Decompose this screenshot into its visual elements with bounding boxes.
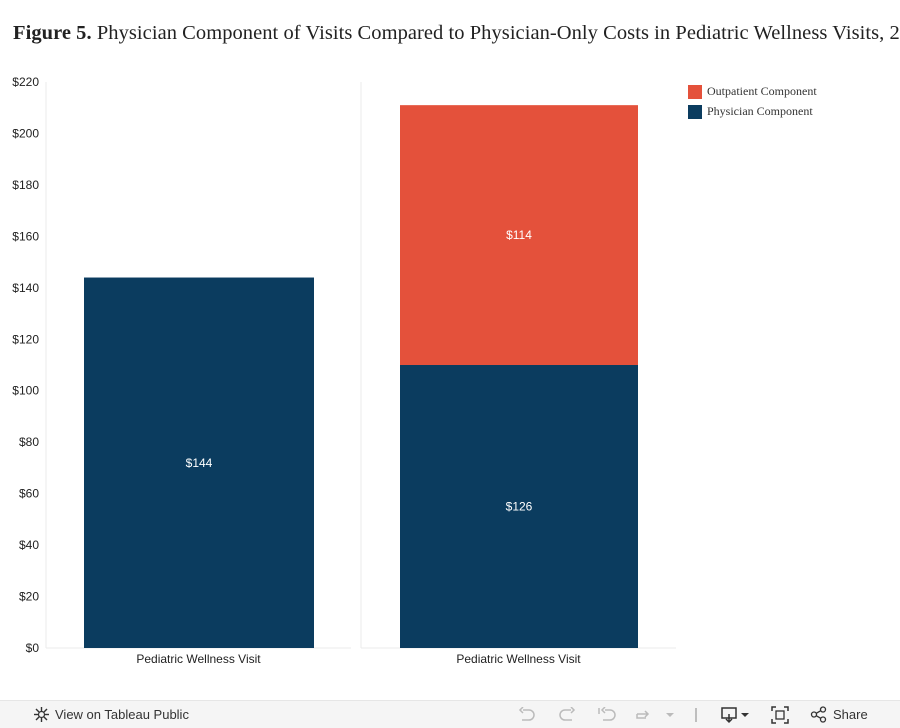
redo-icon <box>559 706 576 721</box>
y-tick-label: $220 <box>12 75 39 89</box>
data-label: $144 <box>186 456 213 470</box>
share-icon <box>810 706 827 723</box>
y-tick-label: $0 <box>26 641 40 655</box>
y-tick-label: $100 <box>12 384 39 398</box>
tableau-logo-icon <box>34 707 49 722</box>
y-tick-label: $40 <box>19 538 39 552</box>
undo-button[interactable] <box>518 701 536 728</box>
redo-button[interactable] <box>558 701 576 728</box>
revert-button[interactable] <box>597 701 617 728</box>
legend-item-physician[interactable]: Physician Component <box>688 104 813 119</box>
y-tick-label: $120 <box>12 332 39 346</box>
view-on-tableau-label: View on Tableau Public <box>55 707 189 722</box>
chart-title: Figure 5. Physician Component of Visits … <box>13 22 900 45</box>
bar-physician-1[interactable] <box>84 277 314 648</box>
toolbar-divider <box>695 701 697 728</box>
legend-swatch-outpatient <box>688 84 702 99</box>
refresh-icon <box>636 709 674 719</box>
bar-physician-2[interactable] <box>400 365 638 648</box>
pause-updates-button[interactable] <box>634 701 676 728</box>
figure-label: Figure 5. <box>13 22 92 44</box>
x-axis-ticks: Pediatric Wellness Visit Pediatric Wellne… <box>136 652 581 666</box>
download-icon <box>721 706 749 723</box>
view-on-tableau-button[interactable]: View on Tableau Public <box>33 701 189 728</box>
tableau-toolbar: View on Tableau Public <box>0 700 900 728</box>
y-tick-label: $200 <box>12 126 39 140</box>
data-label: $114 <box>506 228 532 242</box>
fullscreen-icon <box>771 705 789 724</box>
legend-label-outpatient: Outpatient Component <box>707 84 817 98</box>
bar-outpatient-2[interactable] <box>400 105 638 366</box>
revert-icon <box>598 706 616 721</box>
data-labels: $144 $126 $114 <box>186 228 533 513</box>
legend-swatch-physician <box>688 104 702 119</box>
download-button[interactable] <box>720 701 752 728</box>
data-label: $126 <box>506 500 533 514</box>
share-label: Share <box>833 707 868 722</box>
share-button[interactable]: Share <box>810 701 868 728</box>
legend-label-physician: Physician Component <box>707 104 813 118</box>
y-tick-label: $20 <box>19 590 39 604</box>
fullscreen-button[interactable] <box>771 701 789 728</box>
bars <box>84 105 638 648</box>
title-text: Physician Component of Visits Compared t… <box>96 22 900 44</box>
legend-item-outpatient[interactable]: Outpatient Component <box>688 84 817 99</box>
divider-icon <box>695 707 697 722</box>
y-tick-label: $140 <box>12 281 39 295</box>
y-tick-label: $80 <box>19 435 39 449</box>
stacked-bar-chart: $0 $20 $40 $60 $80 $100 $120 $140 $160 $180 $200 $2… <box>12 75 676 666</box>
y-tick-label: $180 <box>12 178 39 192</box>
y-tick-label: $160 <box>12 229 39 243</box>
y-axis-ticks: $0 $20 $40 $60 $80 $100 $120 $140 $160 $180 $200 $2… <box>12 75 39 655</box>
x-category-label: Pediatric Wellness Visit <box>136 652 261 666</box>
y-tick-label: $60 <box>19 487 39 501</box>
undo-icon <box>518 706 535 721</box>
x-category-label: Pediatric Wellness Visit <box>456 652 581 666</box>
